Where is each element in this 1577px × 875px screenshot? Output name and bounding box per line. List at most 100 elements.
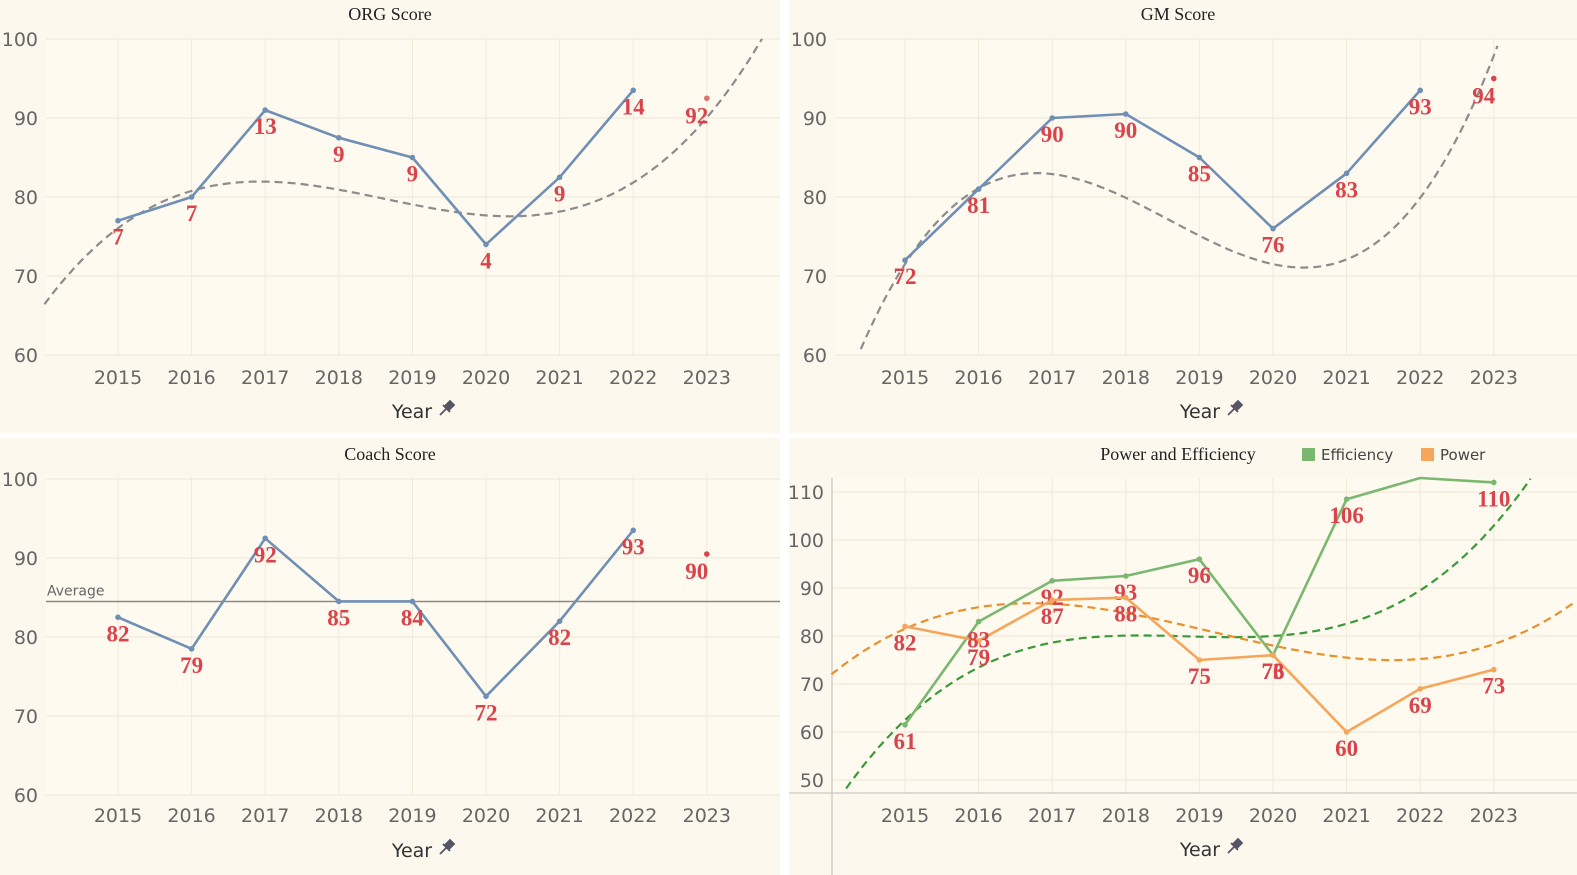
y-tick-label: 70: [800, 674, 824, 696]
data-label: 83: [967, 628, 990, 653]
power-efficiency-panel: 50 60 70 80 90 100 110 2015 2016 2017 2018 2019 2020…: [789, 438, 1577, 875]
x-tick-label: 2022: [1396, 367, 1444, 389]
data-label: 81: [967, 193, 990, 218]
data-point: [1196, 556, 1203, 562]
y-tick-label: 90: [803, 108, 827, 130]
x-tick-label: 2018: [315, 367, 363, 389]
data-label: 14: [622, 94, 646, 119]
coach-score-chart: 60 70 80 90 100 2015 2016 2017 2018 2019 2020 2021 2…: [2, 444, 780, 862]
data-point: [1196, 657, 1203, 663]
data-label: 85: [1188, 162, 1211, 187]
data-point: [556, 618, 563, 624]
coach-score-panel: 60 70 80 90 100 2015 2016 2017 2018 2019 2020 2021 2…: [0, 438, 780, 875]
data-label: 82: [894, 630, 917, 655]
x-tick-label: 2022: [609, 367, 657, 389]
data-label: 106: [1329, 503, 1364, 528]
data-point: [1343, 496, 1350, 502]
data-point: [1491, 479, 1497, 486]
data-point: [262, 107, 269, 113]
y-tick-label: 60: [14, 345, 38, 367]
data-point: [630, 87, 636, 94]
data-label: 76: [1262, 233, 1285, 258]
data-point: [975, 638, 982, 644]
data-label: 96: [1188, 563, 1211, 588]
data-label: 83: [1335, 177, 1358, 202]
reference-line-label: Average: [47, 583, 105, 599]
x-tick-label: 2016: [167, 805, 215, 827]
y-tick-label: 90: [14, 548, 38, 570]
data-point: [902, 722, 908, 728]
chart-title: Power and Efficiency: [1100, 444, 1256, 464]
x-tick-label: 2019: [388, 805, 436, 827]
trend-line: [43, 38, 763, 305]
data-label: 79: [180, 653, 203, 678]
x-tick-label: 2018: [315, 805, 363, 827]
y-tick-label: 70: [14, 266, 38, 288]
data-label: 82: [107, 621, 130, 646]
x-tick-label: 2015: [94, 367, 142, 389]
data-point: [483, 693, 489, 700]
data-label: 13: [254, 114, 277, 139]
gm-score-panel: 60 70 80 90 100 2015 2016 2017 2018 2019 2020 2021 2…: [789, 0, 1577, 433]
data-point: [188, 646, 195, 652]
pin-icon: [439, 838, 456, 855]
pin-icon: [1227, 399, 1244, 416]
x-tick-label: 2015: [881, 805, 929, 827]
x-tick-label: 2020: [462, 367, 510, 389]
data-label: 85: [327, 605, 350, 630]
data-label: 93: [1409, 94, 1432, 119]
data-label: 61: [894, 729, 917, 754]
data-label: 90: [1041, 122, 1064, 147]
x-tick-label: 2016: [954, 367, 1002, 389]
data-label: 73: [1262, 659, 1285, 684]
x-tick-label: 2021: [1322, 367, 1370, 389]
data-point: [336, 134, 342, 141]
x-tick-label: 2017: [1028, 805, 1076, 827]
x-tick-label: 2019: [1175, 805, 1223, 827]
data-label: 73: [1482, 674, 1505, 699]
data-point: [115, 614, 121, 621]
data-point: [262, 535, 269, 542]
legend-swatch: [1302, 448, 1315, 461]
trend-line: [845, 478, 1532, 790]
y-tick-label: 100: [2, 29, 38, 51]
data-label: 82: [548, 625, 571, 650]
y-tick-label: 70: [14, 706, 38, 728]
y-tick-label: 110: [789, 482, 824, 504]
x-tick-label: 2021: [535, 367, 583, 389]
trend-line: [859, 45, 1499, 350]
x-tick-label: 2023: [1470, 805, 1518, 827]
data-label: 92: [685, 103, 708, 128]
data-point: [1417, 87, 1423, 94]
y-tick-label: 80: [14, 187, 38, 209]
data-label: 90: [685, 559, 708, 584]
x-tick-label: 2017: [241, 367, 289, 389]
legend-label: Power: [1440, 446, 1486, 464]
x-tick-label: 2023: [683, 367, 731, 389]
data-label: 9: [333, 142, 345, 167]
data-point: [1270, 652, 1276, 658]
data-label: 60: [1335, 736, 1358, 761]
y-tick-label: 90: [14, 108, 38, 130]
data-label: 92: [254, 542, 277, 567]
x-tick-label: 2015: [881, 367, 929, 389]
x-axis-label: Year: [1179, 401, 1220, 423]
data-point: [409, 598, 416, 605]
data-point: [902, 623, 908, 630]
power-efficiency-chart: 50 60 70 80 90 100 110 2015 2016 2017 2018 2019 2020…: [789, 444, 1577, 875]
y-tick-label: 80: [14, 627, 38, 649]
series-line: [117, 529, 635, 698]
data-point: [1049, 115, 1055, 121]
y-tick-label: 100: [2, 469, 38, 491]
data-label: 72: [894, 264, 917, 289]
data-point: [1491, 666, 1497, 673]
data-point: [1417, 686, 1423, 692]
data-label: 69: [1409, 693, 1432, 718]
series-line: [904, 89, 1422, 262]
data-label: 94: [1472, 84, 1496, 109]
x-tick-label: 2021: [535, 805, 583, 827]
data-label: 87: [1041, 604, 1064, 629]
data-point: [704, 95, 710, 102]
data-label: 88: [1114, 602, 1137, 627]
data-label: 75: [1188, 664, 1211, 689]
